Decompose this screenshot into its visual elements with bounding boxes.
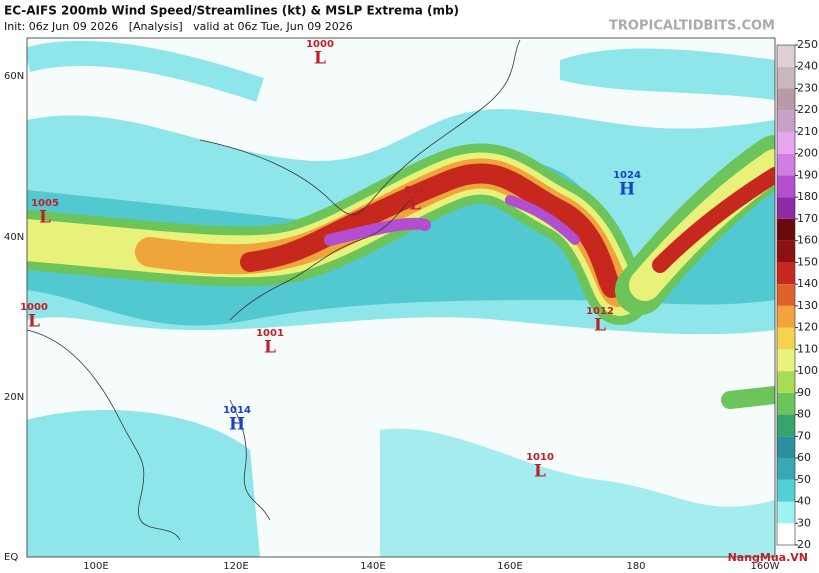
lat-label: 20N: [4, 392, 24, 403]
colorbar-label: 80: [797, 408, 811, 421]
colorbar-label: 30: [797, 516, 811, 529]
colorbar-segment: [777, 392, 795, 415]
lon-label: 140E: [360, 561, 385, 572]
source: TROPICALTIDBITS.COM: [609, 19, 775, 34]
lon-label: 160E: [497, 561, 522, 572]
title: EC-AIFS 200mb Wind Speed/Streamlines (kt…: [4, 4, 459, 18]
colorbar-label: 170: [797, 212, 818, 225]
pressure-letter: L: [39, 208, 51, 228]
colorbar-segment: [777, 88, 795, 111]
pressure-letter: L: [28, 312, 40, 332]
colorbar-label: 210: [797, 125, 818, 138]
colorbar-label: 120: [797, 321, 818, 334]
colorbar-segment: [777, 153, 795, 176]
subtitle: Init: 06z Jun 09 2026 [Analysis] valid a…: [4, 20, 353, 33]
colorbar-label: 140: [797, 277, 818, 290]
colorbar-segment: [777, 436, 795, 459]
colorbar-segment: [777, 66, 795, 89]
colorbar-segment: [777, 218, 795, 241]
colorbar-frame: [776, 44, 796, 546]
colorbar-segment: [777, 349, 795, 372]
colorbar-segment: [777, 305, 795, 328]
lon-label: 180: [626, 561, 645, 572]
colorbar-label: 90: [797, 386, 811, 399]
pressure-value: 1000: [20, 302, 48, 313]
lat-label: 60N: [4, 71, 24, 82]
colorbar-label: 60: [797, 451, 811, 464]
pressure-value: 1010: [526, 452, 554, 463]
colorbar-segment: [777, 523, 795, 545]
colorbar-label: 160: [797, 234, 818, 247]
colorbar-label: 230: [797, 81, 818, 94]
colorbar-segment: [777, 131, 795, 154]
colorbar-label: 100: [797, 364, 818, 377]
map-field: [27, 38, 775, 557]
pressure-value: 1000: [306, 39, 334, 50]
colorbar-label: 20: [797, 538, 811, 551]
colorbar-segment: [777, 501, 795, 524]
colorbar-label: 240: [797, 60, 818, 73]
pressure-value: 1014: [223, 405, 251, 416]
colorbar-label: 50: [797, 473, 811, 486]
map-frame: [26, 37, 776, 558]
pressure-value: 1012: [586, 306, 614, 317]
lon-label: 100E: [83, 561, 108, 572]
colorbar-segment: [777, 175, 795, 198]
colorbar-label: 250: [797, 38, 818, 51]
lat-label: 40N: [4, 232, 24, 243]
pressure-centers: 1000L991L1005L1024H1000L1001L1012L1014H1…: [20, 39, 641, 482]
watermark: NangMua.VN: [728, 551, 808, 564]
colorbar-segment: [777, 458, 795, 480]
pressure-letter: L: [409, 195, 421, 215]
pressure-letter: L: [264, 338, 276, 358]
colorbar-segment: [777, 197, 795, 219]
colorbar-segment: [777, 262, 795, 285]
colorbar-segment: [777, 284, 795, 306]
colorbar-segment: [777, 414, 795, 437]
colorbar-segment: [777, 240, 795, 263]
pressure-value: 1024: [613, 170, 641, 181]
colorbar-segment: [777, 110, 795, 132]
colorbar-segment: [777, 327, 795, 350]
colorbar-segment: [777, 371, 795, 393]
pressure-letter: H: [229, 415, 245, 435]
colorbar-label: 130: [797, 299, 818, 312]
lat-label: EQ: [4, 552, 18, 563]
lon-label: 160W: [751, 561, 780, 572]
pressure-value: 1005: [31, 198, 59, 209]
colorbar-label: 220: [797, 103, 818, 116]
colorbar-label: 180: [797, 190, 818, 203]
colorbar-label: 40: [797, 495, 811, 508]
pressure-value: 1001: [256, 328, 284, 339]
colorbar-label: 110: [797, 342, 818, 355]
pressure-value: 991: [405, 185, 426, 196]
colorbar-label: 70: [797, 429, 811, 442]
pressure-letter: H: [619, 180, 635, 200]
colorbar: 20 30 40 50 60 70 80 90 100 110 120 130 140 150 160 170…: [776, 38, 818, 551]
colorbar-segment: [777, 45, 795, 67]
colorbar-label: 150: [797, 255, 818, 268]
pressure-letter: L: [594, 316, 606, 336]
lon-label: 120E: [223, 561, 248, 572]
colorbar-segment: [777, 479, 795, 502]
colorbar-label: 190: [797, 168, 818, 181]
colorbar-label: 200: [797, 147, 818, 160]
pressure-letter: L: [534, 462, 546, 482]
pressure-letter: L: [314, 49, 326, 69]
